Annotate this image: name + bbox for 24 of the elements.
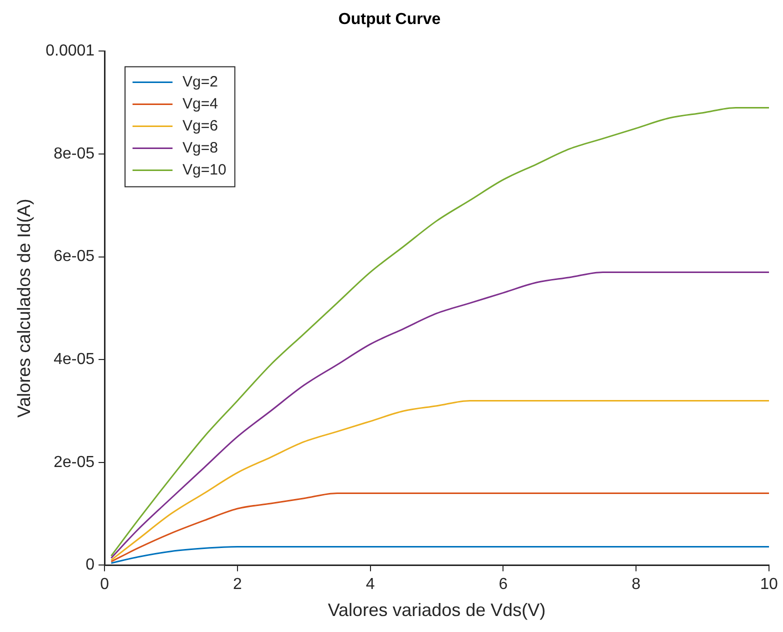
legend-label: Vg=4 (182, 95, 218, 112)
legend-label: Vg=10 (182, 161, 226, 178)
line-series (110, 271, 769, 559)
chart-title: Output Curve (338, 11, 441, 28)
legend-label: Vg=6 (182, 117, 218, 134)
y-tick-label: 0 (86, 556, 95, 574)
y-tick-label: 2e-05 (54, 454, 95, 471)
legend-label: Vg=8 (182, 139, 218, 156)
line-series (110, 546, 769, 564)
line-series (110, 400, 769, 561)
y-tick-label: 8e-05 (54, 145, 95, 162)
y-tick-label: 4e-05 (54, 351, 95, 368)
line-series (110, 492, 769, 562)
x-axis-title: Valores variados de Vds(V) (328, 600, 546, 620)
y-axis-title: Valores calculados de Id(A) (14, 198, 34, 418)
x-tick-label: 8 (632, 576, 641, 594)
y-tick-label: 0.0001 (46, 42, 95, 60)
y-tick-label: 6e-05 (54, 248, 95, 266)
legend-label: Vg=2 (182, 73, 218, 90)
x-tick-label: 4 (366, 576, 375, 594)
x-tick-label: 6 (498, 576, 508, 594)
x-tick-label: 2 (232, 576, 242, 594)
x-tick-label: 0 (100, 576, 110, 594)
x-tick-label: 10 (760, 576, 778, 594)
